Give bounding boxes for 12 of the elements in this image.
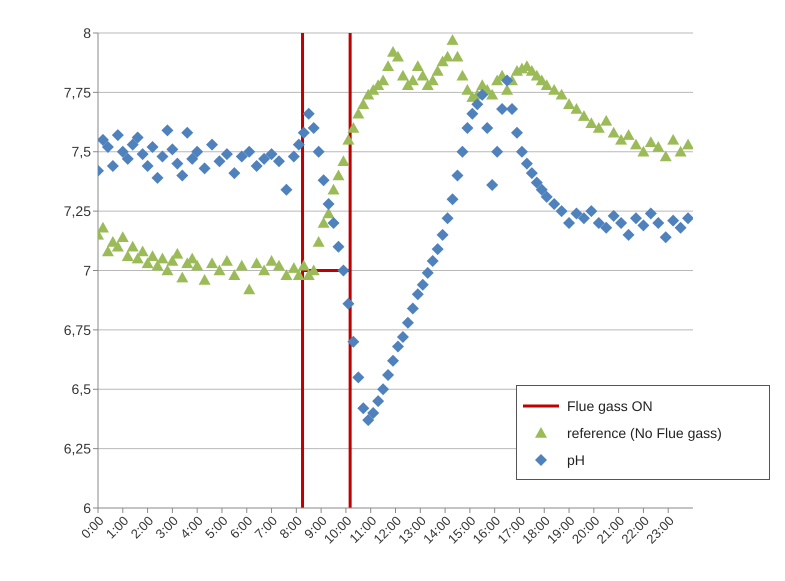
- y-tick-label: 7,75: [64, 84, 92, 100]
- y-tick-label: 7,25: [64, 203, 92, 220]
- y-tick-label: 7: [83, 262, 92, 278]
- y-tick-label: 7,5: [72, 144, 92, 160]
- y-tick-label: 8: [83, 24, 92, 41]
- y-tick-label: 6: [83, 500, 92, 516]
- legend-label: reference (No Flue gass): [567, 424, 722, 440]
- y-tick-label: 6,75: [64, 322, 92, 338]
- legend-label: Flue gass ON: [567, 398, 653, 414]
- legend-label: pH: [567, 452, 585, 468]
- y-tick-label: 6,5: [72, 381, 92, 398]
- y-tick-label: 6,25: [64, 440, 92, 457]
